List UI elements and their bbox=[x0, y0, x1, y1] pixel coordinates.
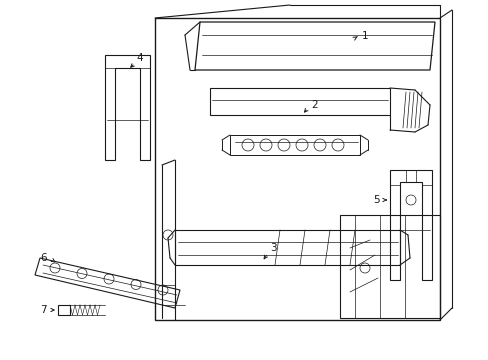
Bar bbox=[58, 305, 70, 315]
Text: 5: 5 bbox=[373, 195, 380, 205]
Text: 6: 6 bbox=[41, 253, 47, 263]
Text: 3: 3 bbox=[269, 243, 276, 253]
Text: 4: 4 bbox=[137, 53, 143, 63]
Text: 7: 7 bbox=[40, 305, 46, 315]
Text: 2: 2 bbox=[311, 100, 318, 110]
Text: 1: 1 bbox=[361, 31, 367, 41]
